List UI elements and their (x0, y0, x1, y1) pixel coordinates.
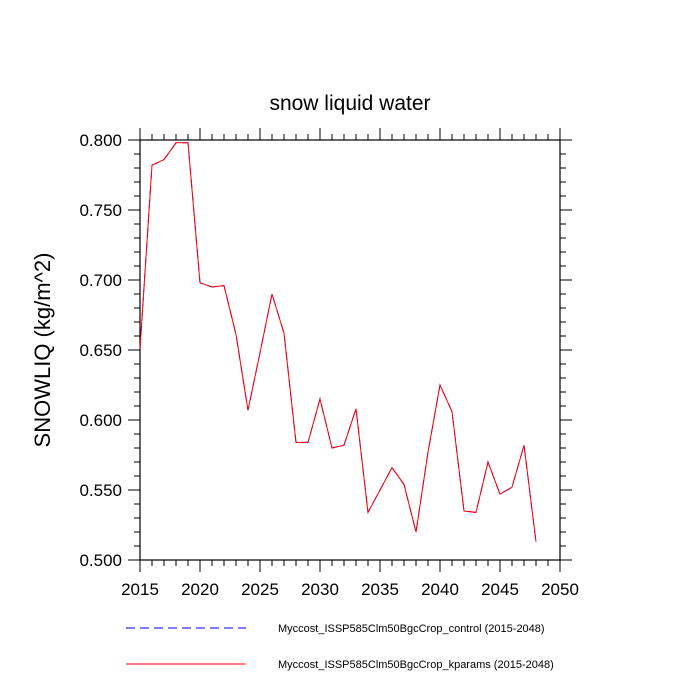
x-tick-label: 2020 (181, 580, 219, 599)
plot-frame (139, 139, 561, 561)
y-tick-label: 0.750 (79, 201, 122, 220)
x-tick-label: 2045 (481, 580, 519, 599)
legend: Myccost_ISSP585Clm50BgcCrop_control (201… (126, 623, 554, 671)
legend-label: Myccost_ISSP585Clm50BgcCrop_kparams (201… (278, 659, 554, 671)
y-tick-label: 0.500 (79, 551, 122, 570)
y-tick-label: 0.800 (79, 131, 122, 150)
series-line-control (139, 142, 537, 542)
x-tick-label: 2025 (241, 580, 279, 599)
chart-title: snow liquid water (269, 92, 430, 115)
axis-ticks (128, 128, 572, 572)
legend-label: Myccost_ISSP585Clm50BgcCrop_control (201… (278, 623, 545, 635)
series-lines (139, 142, 537, 542)
y-tick-label: 0.700 (79, 271, 122, 290)
x-tick-label: 2040 (421, 580, 459, 599)
axis-tick-labels: 2015 2020 2025 2030 2035 2040 2045 2050 0.500 0.5… (79, 131, 578, 599)
x-tick-label: 2030 (301, 580, 339, 599)
y-tick-label: 0.650 (79, 341, 122, 360)
y-tick-label: 0.550 (79, 481, 122, 500)
series-line-kparams (139, 142, 537, 542)
x-tick-label: 2015 (121, 580, 159, 599)
x-tick-label: 2035 (361, 580, 399, 599)
y-axis-label: SNOWLIQ (kg/m^2) (30, 253, 55, 448)
x-tick-label: 2050 (541, 580, 579, 599)
y-tick-label: 0.600 (79, 411, 122, 430)
